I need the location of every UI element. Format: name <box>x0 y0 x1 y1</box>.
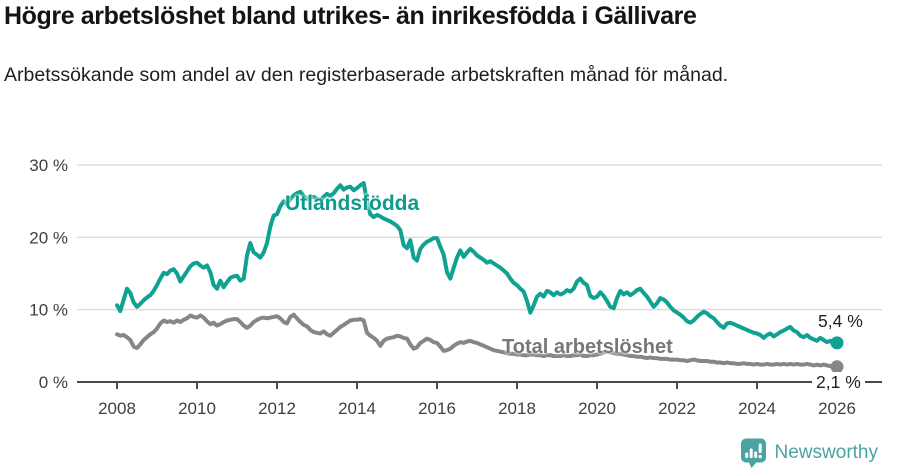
chart-subtitle: Arbetssökande som andel av den registerb… <box>4 64 729 86</box>
x-tick-label: 2018 <box>498 399 536 418</box>
series-line-utlandsfodda <box>115 181 839 346</box>
x-tick-label: 2010 <box>178 399 216 418</box>
x-tick-label: 2016 <box>418 399 456 418</box>
y-tick-label: 30 % <box>29 156 68 175</box>
y-tick-label: 20 % <box>29 228 68 247</box>
y-tick-label: 10 % <box>29 301 68 320</box>
end-value-label-utlandsfodda: 5,4 % <box>818 311 863 331</box>
series-end-dot-utlandsfodda <box>830 336 844 350</box>
x-tick-label: 2026 <box>818 399 856 418</box>
newsworthy-logo-icon <box>740 438 766 468</box>
x-tick-label: 2012 <box>258 399 296 418</box>
series-end-dot-total-arbetsloshet <box>830 360 844 374</box>
x-tick-label: 2020 <box>578 399 616 418</box>
brand-footer: Newsworthy <box>740 438 878 468</box>
series-label-total-arbetsloshet: Total arbetslöshet <box>502 336 673 358</box>
brand-name: Newsworthy <box>774 442 878 463</box>
line-chart: 0 % 10 % 20 % 30 % 2008 2010 2012 2014 2016 2018 2… <box>29 156 882 418</box>
x-tick-label: 2014 <box>338 399 376 418</box>
page-title: Högre arbetslöshet bland utrikes- än inr… <box>4 2 697 30</box>
x-tick-label: 2022 <box>658 399 696 418</box>
x-tick-label: 2024 <box>738 399 776 418</box>
end-value-label-total: 2,1 % <box>812 372 865 393</box>
y-tick-label: 0 % <box>39 373 68 392</box>
x-tick-label: 2008 <box>98 399 136 418</box>
series-line-total-arbetsloshet <box>115 312 839 369</box>
series-label-utlandsfodda: Utlandsfödda <box>285 192 420 215</box>
